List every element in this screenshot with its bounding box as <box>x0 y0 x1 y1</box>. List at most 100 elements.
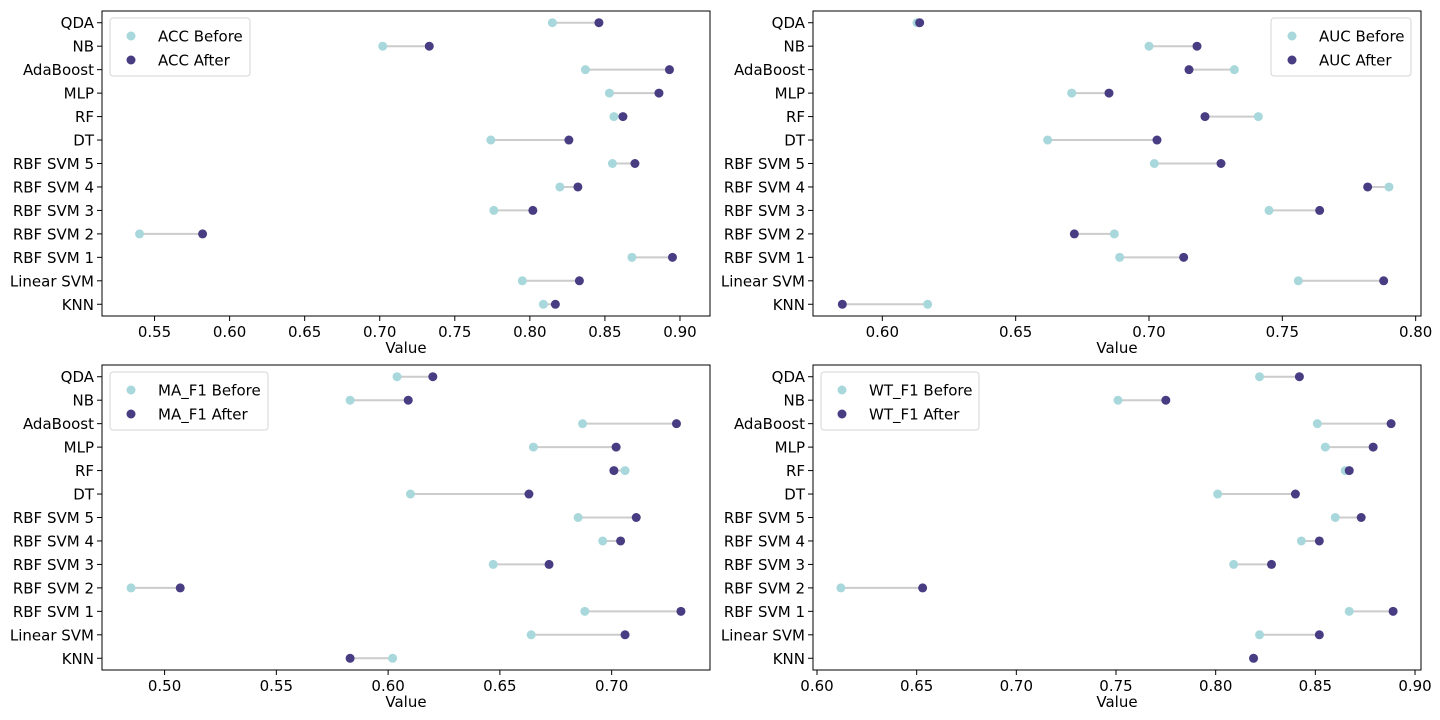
x-axis-label: Value <box>385 693 426 711</box>
y-tick-label: DT <box>784 486 806 504</box>
chart-panel-acc: QDA NB AdaBoost MLP RF DT RBF SVM 5 RBF SVM 4 RB… <box>10 10 711 357</box>
x-tick-label: 0.65 <box>999 323 1032 341</box>
x-axis-label: Value <box>1096 693 1137 711</box>
point-after <box>667 252 677 262</box>
point-after <box>1216 159 1226 168</box>
legend: ACC Before ACC After <box>109 17 251 77</box>
point-after <box>573 182 583 192</box>
legend: MA_F1 Before MA_F1 After <box>109 371 269 431</box>
x-axis-label: Value <box>385 339 426 357</box>
point-after <box>1200 112 1210 122</box>
point-after <box>609 466 619 476</box>
legend: WT_F1 Before WT_F1 After <box>820 371 980 431</box>
point-after <box>618 112 628 122</box>
legend-label-before: MA_F1 Before <box>158 382 261 401</box>
point-before <box>1296 536 1306 546</box>
point-after <box>1356 513 1366 522</box>
legend-marker-after <box>1287 55 1297 65</box>
y-tick-label: RBF SVM 4 <box>724 178 805 196</box>
y-tick-label: MLP <box>775 439 805 457</box>
point-after <box>198 229 208 239</box>
legend-label-after: MA_F1 After <box>158 406 248 425</box>
x-tick-label: 0.70 <box>1132 323 1165 341</box>
y-tick-label: QDA <box>772 368 806 386</box>
point-before <box>526 630 536 640</box>
y-tick-label: Linear SVM <box>10 626 94 644</box>
x-tick-label: 0.65 <box>900 677 933 695</box>
legend-marker-before <box>837 385 847 395</box>
point-after <box>631 513 641 522</box>
x-tick-label: 0.55 <box>138 323 171 341</box>
point-before <box>620 466 630 476</box>
point-before <box>1293 276 1303 286</box>
legend-box <box>109 17 251 77</box>
point-before <box>1255 372 1265 382</box>
x-tick-label: 0.70 <box>595 677 628 695</box>
y-tick-label: KNN <box>773 296 805 314</box>
x-tick-label: 0.75 <box>1099 677 1132 695</box>
y-tick-label: QDA <box>61 14 95 32</box>
point-before <box>135 229 145 239</box>
point-before <box>486 135 496 145</box>
point-before <box>1320 442 1330 452</box>
y-tick-label: DT <box>73 132 95 150</box>
y-tick-label: KNN <box>62 296 94 314</box>
point-after <box>1388 606 1398 616</box>
point-before <box>1229 559 1239 569</box>
point-before <box>1330 513 1340 522</box>
y-tick-label: RBF SVM 4 <box>724 532 805 550</box>
y-tick-label: AdaBoost <box>734 61 805 79</box>
chart-panel-auc: QDA NB AdaBoost MLP RF DT RBF SVM 5 RBF SVM 4 RB… <box>721 10 1432 357</box>
legend-marker-after <box>126 55 136 65</box>
point-after <box>1192 41 1202 51</box>
x-tick-label: 0.60 <box>800 677 833 695</box>
legend-box <box>1270 17 1412 77</box>
point-after <box>1363 182 1373 192</box>
x-tick-label: 0.90 <box>1398 677 1431 695</box>
point-before <box>1312 419 1322 429</box>
point-after <box>1249 653 1259 663</box>
point-after <box>1379 276 1389 286</box>
point-after <box>671 419 681 429</box>
point-before <box>488 559 498 569</box>
point-after <box>1184 65 1194 75</box>
point-before <box>1115 252 1125 262</box>
point-before <box>604 88 614 98</box>
y-tick-label: KNN <box>773 650 805 668</box>
point-before <box>1109 229 1119 239</box>
x-tick-label: 0.70 <box>1000 677 1033 695</box>
x-tick-label: 0.85 <box>1299 677 1332 695</box>
x-tick-label: 0.70 <box>363 323 396 341</box>
y-tick-label: RBF SVM 2 <box>13 225 94 243</box>
point-before <box>923 299 933 309</box>
y-tick-label: DT <box>73 486 95 504</box>
point-before <box>1384 182 1394 192</box>
y-tick-label: RBF SVM 5 <box>13 509 94 527</box>
y-tick-label: RBF SVM 3 <box>724 202 805 220</box>
point-before <box>405 489 415 499</box>
x-tick-label: 0.80 <box>513 323 546 341</box>
y-tick-label: RF <box>75 462 94 480</box>
point-after <box>676 606 686 616</box>
y-tick-label: MLP <box>64 85 94 103</box>
y-tick-label: RBF SVM 1 <box>724 603 805 621</box>
point-before <box>378 41 388 51</box>
y-tick-label: QDA <box>772 14 806 32</box>
y-tick-label: Linear SVM <box>721 272 805 290</box>
point-after <box>428 372 438 382</box>
point-before <box>345 395 355 405</box>
point-after <box>550 299 560 309</box>
point-after <box>616 536 626 546</box>
legend-label-after: ACC After <box>158 52 231 70</box>
point-before <box>1067 88 1077 98</box>
point-after <box>345 653 355 663</box>
point-after <box>1104 88 1114 98</box>
point-after <box>403 395 413 405</box>
point-after <box>664 65 674 75</box>
point-before <box>1264 205 1274 215</box>
point-after <box>1314 536 1324 546</box>
point-before <box>1253 112 1263 122</box>
y-tick-label: MLP <box>775 85 805 103</box>
point-after <box>1290 489 1300 499</box>
